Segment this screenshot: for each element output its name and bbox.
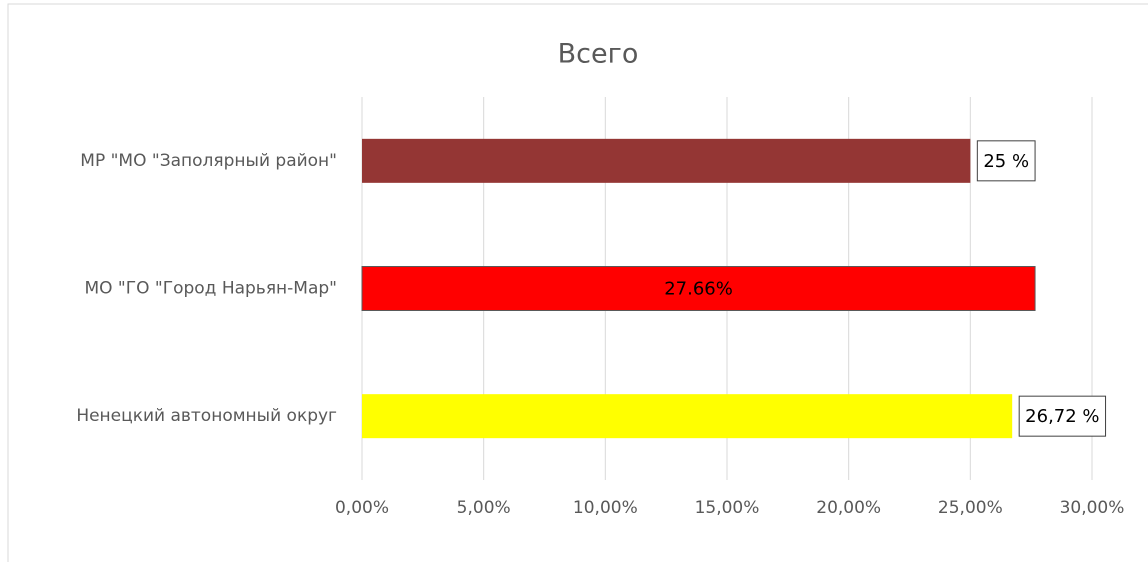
y-tick-label: МР "МО "Заполярный район" — [80, 151, 337, 171]
x-tick-label: 5,00% — [457, 498, 511, 518]
x-tick-label: 25,00% — [938, 498, 1003, 518]
y-tick-label: МО "ГО "Город Нарьян-Мар" — [84, 279, 337, 299]
x-tick-label: 10,00% — [573, 498, 638, 518]
data-label-box — [1018, 395, 1107, 437]
x-tick-label: 20,00% — [816, 498, 881, 518]
x-tick-label: 0,00% — [335, 498, 389, 518]
chart-title: Всего — [558, 39, 639, 70]
bar — [362, 138, 971, 183]
bar — [361, 266, 1036, 311]
data-label: 26,72 % — [1025, 406, 1099, 427]
y-tick-label: Ненецкий автономный округ — [76, 406, 337, 426]
data-label: 25 % — [983, 151, 1029, 172]
bar — [362, 394, 1013, 439]
x-tick-label: 15,00% — [695, 498, 760, 518]
data-label-box — [976, 140, 1036, 182]
x-tick-label: 30,00% — [1060, 498, 1125, 518]
data-label: 27.66% — [664, 279, 733, 300]
